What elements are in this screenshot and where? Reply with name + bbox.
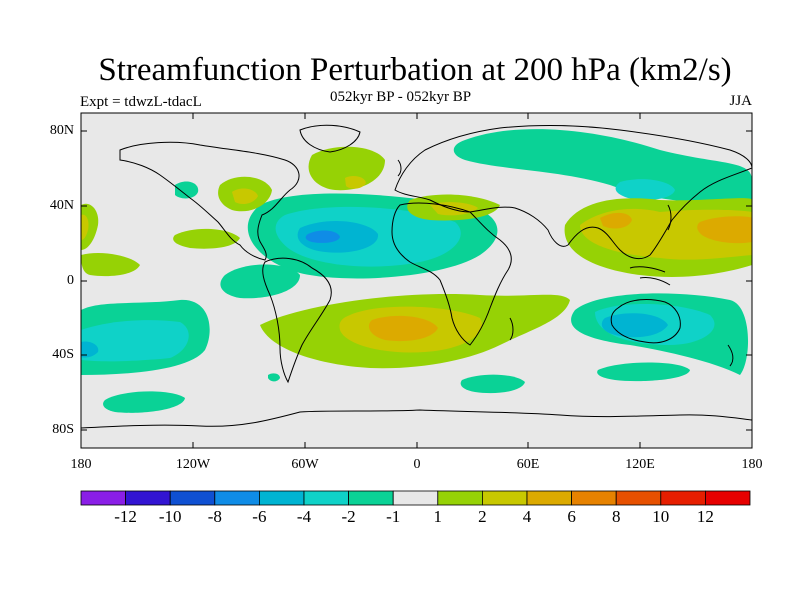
contour-neg-east-asia — [615, 179, 675, 200]
coastline-north-america — [119, 141, 300, 261]
colorbar-label: -2 — [341, 507, 356, 526]
colorbar-label: 10 — [652, 507, 670, 526]
lat-label-80n: 80N — [49, 123, 74, 138]
contour-pos-natlantic-inner — [345, 175, 366, 189]
contour-pos-asia-core — [697, 216, 752, 244]
lon-label-120w: 120W — [175, 457, 211, 472]
colorbar-swatch — [571, 490, 617, 506]
coastlines — [81, 124, 752, 429]
colorbar-label: -1 — [386, 507, 401, 526]
colorbar-label: 12 — [696, 507, 714, 526]
coastline-new-zealand — [727, 344, 734, 367]
colorbar-label: 2 — [478, 507, 487, 526]
lon-label-180e: 180 — [741, 457, 763, 472]
colorbar-label: -10 — [158, 507, 182, 526]
lat-label-80s: 80S — [52, 422, 74, 437]
period-label: 052kyr BP - 052kyr BP — [330, 89, 472, 105]
contour-neg-samerica — [220, 264, 300, 299]
colorbar-label: 8 — [611, 507, 621, 526]
colorbar-swatch — [481, 490, 528, 506]
contour-neg-africa-south — [460, 374, 525, 394]
coastline-antarctica — [81, 409, 752, 429]
experiment-label: Expt = tdwzL-tdacL — [80, 94, 202, 110]
colorbar-swatch — [392, 490, 439, 506]
colorbar-swatch — [348, 490, 394, 506]
contour-neg-spac-inner — [81, 320, 189, 362]
contour-neg-australia-core — [601, 313, 668, 338]
colorbar-swatch — [125, 490, 171, 506]
chart-title: Streamfunction Perturbation at 200 hPa (… — [98, 52, 732, 88]
coastline-madagascar — [509, 317, 514, 341]
contour-pos-epac — [173, 228, 240, 249]
negative-anomaly-regions — [81, 129, 752, 413]
coastline-indonesia — [629, 266, 671, 286]
contour-neg-spac-west — [81, 341, 99, 358]
colorbar-swatch — [660, 490, 706, 506]
coastline-australia — [610, 299, 681, 344]
colorbar-swatch — [705, 490, 751, 506]
coastline-south-america — [262, 257, 332, 384]
colorbar-swatch — [214, 490, 260, 506]
coastline-eurasia — [394, 125, 752, 260]
axis-ticks — [81, 113, 752, 448]
colorbar-label: 1 — [433, 507, 443, 526]
lat-label-40s: 40S — [52, 347, 74, 362]
lat-label-0: 0 — [67, 273, 74, 288]
coastline-japan — [667, 204, 672, 231]
contour-pos-satlantic-core — [368, 315, 438, 342]
contour-pos-namerica-inner — [232, 188, 258, 204]
lon-label-180w: 180 — [70, 457, 92, 472]
coastline-uk — [397, 159, 402, 177]
colorbar-label: -4 — [296, 507, 312, 526]
contour-neg-south-ocean — [597, 362, 690, 382]
lon-label-60w: 60W — [291, 457, 319, 472]
colorbar-swatch — [80, 490, 126, 506]
lat-label-40n: 40N — [49, 198, 74, 213]
lon-label-60e: 60E — [516, 457, 540, 472]
contour-neg-arctic — [453, 129, 752, 205]
colorbar-label: -12 — [114, 507, 137, 526]
coastline-greenland — [299, 124, 361, 153]
colorbar-swatch — [437, 490, 483, 506]
contour-pos-npac — [81, 253, 140, 277]
colorbar-label: 4 — [522, 507, 532, 526]
lon-label-120e: 120E — [625, 457, 655, 472]
season-label: JJA — [729, 93, 752, 109]
coastline-africa — [391, 202, 512, 346]
colorbar-label: -8 — [207, 507, 222, 526]
colorbar-label: 6 — [567, 507, 576, 526]
colorbar-swatch — [526, 490, 572, 506]
contour-neg-tip — [268, 373, 280, 382]
contour-pos-asia-core-2 — [600, 212, 632, 229]
colorbar-swatch — [258, 490, 305, 506]
contour-pos-wpac-inner — [81, 214, 89, 240]
colorbar-swatch — [303, 490, 349, 506]
colorbar — [80, 490, 751, 506]
positive-anomaly-regions — [81, 146, 752, 369]
contour-neg-atlantic-center — [305, 230, 340, 243]
colorbar-swatch — [615, 490, 662, 506]
colorbar-swatch — [169, 490, 216, 506]
colorbar-label: -6 — [252, 507, 267, 526]
lon-label-0: 0 — [413, 457, 421, 472]
contour-pos-natlantic — [308, 146, 385, 191]
map-plot-area — [81, 113, 752, 448]
contour-neg-south-pac-lower — [103, 391, 185, 413]
contour-neg-npac — [175, 181, 199, 199]
contour-pos-wpac — [81, 203, 99, 250]
